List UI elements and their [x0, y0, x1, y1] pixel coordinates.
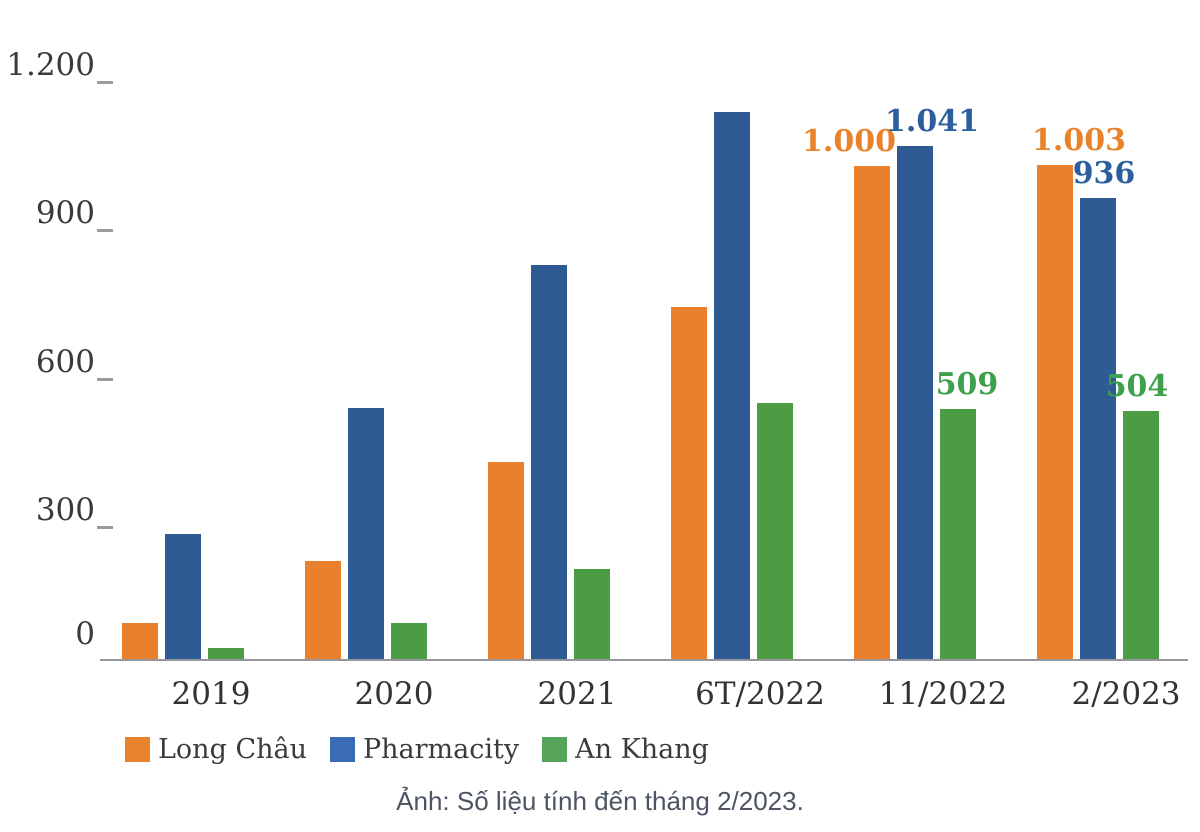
value-label-pharmacity-2-2023: 936 [1072, 156, 1136, 191]
bar-pharmacity-6t-2022 [714, 112, 750, 660]
legend-label-an-khang: An Khang [575, 734, 709, 765]
bar-pharmacity-11-2022 [897, 146, 933, 660]
legend-swatch-pharmacity [329, 737, 355, 762]
bar-an-khang-2019 [208, 648, 244, 660]
bar-pharmacity-2021 [531, 265, 567, 660]
bar-an-khang-11-2022 [940, 409, 976, 660]
bar-an-khang-6t-2022 [757, 403, 793, 660]
bar-long-chau-2020 [305, 561, 341, 660]
value-label-an-khang-2-2023: 504 [1105, 369, 1169, 404]
x-tick-label-2019: 2019 [171, 676, 251, 712]
x-axis-line [100, 659, 1188, 661]
legend-swatch-long-chau [125, 737, 150, 762]
legend-label-long-chau: Long Châu [158, 734, 307, 765]
value-label-pharmacity-11-2022: 1.041 [885, 104, 979, 139]
y-tick-label-900: 900 [35, 195, 95, 232]
legend: Long Châu Pharmacity An Khang [125, 736, 709, 763]
y-tick-mark-1200 [97, 81, 113, 85]
y-tick-label-1200: 1.200 [6, 47, 95, 84]
bar-an-khang-2-2023 [1123, 411, 1159, 660]
bar-long-chau-2021 [488, 462, 524, 660]
x-tick-label-11-2022: 11/2022 [878, 676, 1008, 712]
y-tick-label-0: 0 [75, 616, 95, 652]
bar-long-chau-2-2023 [1037, 165, 1073, 660]
value-label-long-chau-11-2022: 1.000 [802, 124, 896, 159]
y-tick-mark-900 [97, 229, 113, 233]
bar-pharmacity-2019 [165, 534, 201, 660]
value-label-an-khang-11-2022: 509 [935, 367, 999, 402]
legend-swatch-an-khang [542, 737, 568, 762]
caption-text: Ảnh: Số liệu tính đến tháng 2/2023. [396, 786, 804, 816]
x-tick-label-2-2023: 2/2023 [1071, 676, 1181, 712]
bar-an-khang-2021 [574, 569, 610, 660]
x-tick-label-6t-2022: 6T/2022 [695, 676, 825, 712]
y-tick-label-300: 300 [35, 491, 95, 528]
bar-pharmacity-2-2023 [1080, 198, 1116, 660]
bar-long-chau-2019 [122, 623, 158, 660]
legend-item-an-khang: An Khang [542, 736, 709, 763]
bar-pharmacity-2020 [348, 408, 384, 660]
legend-item-pharmacity: Pharmacity [329, 734, 520, 765]
bar-an-khang-2020 [391, 623, 427, 660]
x-tick-label-2021: 2021 [537, 676, 617, 712]
bar-long-chau-11-2022 [854, 166, 890, 660]
legend-label-pharmacity: Pharmacity [362, 734, 520, 765]
legend-item-long-chau: Long Châu [125, 736, 307, 763]
x-tick-label-2020: 2020 [354, 676, 434, 712]
y-tick-mark-300 [97, 525, 113, 529]
bar-long-chau-6t-2022 [671, 307, 707, 660]
y-tick-mark-600 [97, 377, 113, 381]
value-label-long-chau-2-2023: 1.003 [1032, 123, 1126, 158]
y-tick-label-600: 600 [35, 343, 95, 380]
